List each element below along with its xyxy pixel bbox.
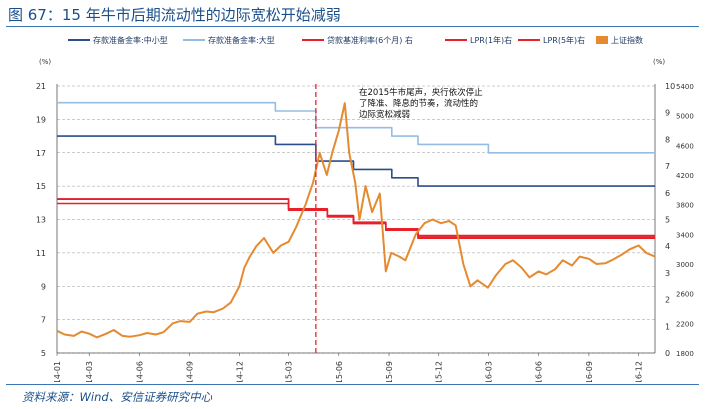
legend-label: 上证指数: [611, 35, 643, 45]
x-tick-label: 14-03: [85, 361, 94, 382]
left-tick-label: 5: [41, 349, 46, 358]
index-tick-label: 4200: [676, 172, 694, 180]
x-tick-label: 14-01: [53, 361, 62, 382]
series-line-2: [57, 202, 655, 238]
index-tick-label: 5000: [676, 113, 694, 121]
left-axis-unit: (%): [39, 58, 51, 66]
series-line-3: [57, 198, 655, 239]
x-tick-label: 15-12: [435, 361, 444, 382]
x-tick-label: 14-06: [135, 361, 144, 382]
x-tick-label: 16-06: [535, 361, 544, 382]
series-line-4: [57, 198, 655, 237]
annotation-text: 了降准、降息的节奏，流动性的: [359, 98, 478, 109]
left-tick-label: 21: [36, 82, 46, 91]
chart: 存款准备金率:中小型 存款准备金率:大型 贷款基准利率(6个月) 右 LPR(1年)右…: [36, 35, 694, 382]
legend-label: LPR(5年)右: [543, 35, 585, 45]
x-tick-label: 14-12: [235, 361, 244, 382]
right-tick-label: 9: [665, 109, 670, 118]
right-tick-label: 2: [665, 296, 670, 305]
footer-divider: [6, 384, 699, 385]
right-tick-label: 5: [665, 216, 670, 225]
series-line-0: [57, 135, 655, 187]
x-tick-label: 15-06: [335, 361, 344, 382]
index-tick-label: 5400: [676, 83, 694, 91]
left-tick-label: 15: [36, 182, 46, 191]
right-tick-label: 0: [665, 349, 670, 358]
x-tick-label: 16-09: [585, 361, 594, 382]
right-tick-label: 8: [665, 135, 670, 144]
x-tick-label: 15-03: [285, 361, 294, 382]
left-tick-label: 19: [36, 115, 46, 124]
legend-label: 存款准备金率:中小型: [93, 35, 168, 45]
index-tick-label: 3400: [676, 231, 694, 239]
source-note: 资料来源：Wind、安信证券研究中心: [22, 390, 213, 404]
left-tick-label: 17: [36, 149, 46, 158]
index-tick-label: 4600: [676, 142, 694, 150]
index-tick-label: 2600: [676, 291, 694, 299]
right-tick-label: 7: [665, 162, 670, 171]
annotation-text: 边际宽松减弱: [359, 109, 410, 120]
right-tick-label: 6: [665, 189, 670, 198]
right-axis-unit: (%): [653, 58, 665, 66]
axes: (%) (%) 5 7 9 11 13 15 17 19 21 0 1 2 3 4 5 6 7 8 9 10 1800 220…: [36, 58, 694, 382]
right-tick-label: 4: [665, 242, 670, 251]
index-tick-label: 1800: [676, 350, 694, 358]
legend: 存款准备金率:中小型 存款准备金率:大型 贷款基准利率(6个月) 右 LPR(1年)右…: [68, 35, 643, 45]
x-tick-label: 14-09: [186, 361, 195, 382]
left-tick-label: 9: [41, 282, 46, 291]
legend-swatch: [596, 36, 608, 44]
legend-label: 存款准备金率:大型: [208, 35, 275, 45]
index-tick-label: 3000: [676, 261, 694, 269]
index-tick-label: 3800: [676, 202, 694, 210]
left-tick-label: 11: [36, 249, 46, 258]
right-tick-label: 10: [665, 82, 675, 91]
index-tick-label: 2200: [676, 320, 694, 328]
x-tick-label: 16-12: [635, 361, 644, 382]
page-title: 图 67：15 年牛市后期流动性的边际宽松开始减弱: [8, 6, 341, 24]
grid: [57, 85, 655, 354]
x-tick-label: 15-09: [385, 361, 394, 382]
x-tick-label: 16-03: [484, 361, 493, 382]
left-tick-label: 7: [41, 316, 46, 325]
title-divider: [6, 26, 699, 27]
right-tick-label: 1: [665, 322, 670, 331]
series-line-5: [56, 102, 656, 339]
legend-label: 贷款基准利率(6个月) 右: [327, 35, 413, 45]
left-tick-label: 13: [36, 216, 46, 225]
annotation-text: 在2015牛市尾声，央行依次停止: [359, 87, 483, 98]
right-tick-label: 3: [665, 269, 670, 278]
series-layer: [56, 101, 656, 339]
series-line-1: [57, 101, 655, 154]
legend-label: LPR(1年)右: [470, 35, 512, 45]
